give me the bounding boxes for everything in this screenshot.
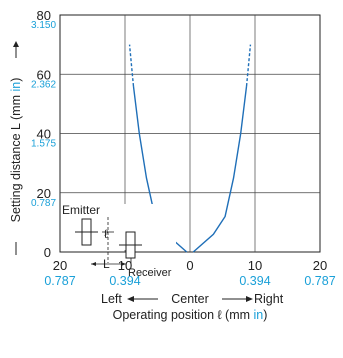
- y-tick-inch-1: 0.787: [31, 198, 56, 209]
- direction-right: Right: [254, 292, 284, 306]
- y-axis-title-arrow: [13, 41, 19, 47]
- y-tick-inch-3: 2.362: [31, 79, 56, 90]
- direction-left: Left: [101, 292, 122, 306]
- inset-L-label: L: [103, 257, 110, 271]
- series-1-solid: [192, 86, 248, 253]
- x-tick-label-1: 10: [118, 258, 132, 273]
- y-axis-title: Setting distance L (mm in): [9, 78, 23, 223]
- y-tick-label-3: 60: [37, 67, 51, 82]
- inset-L-arrow-right: [121, 262, 126, 266]
- x-tick-label-0: 20: [53, 258, 67, 273]
- x-tick-inch-0: 0.787: [44, 274, 75, 288]
- x-tick-label-3: 10: [248, 258, 262, 273]
- y-axis-title-group: Setting distance L (mm in): [9, 41, 23, 255]
- y-tick-label-4: 80: [37, 8, 51, 23]
- direction-center: Center: [171, 292, 209, 306]
- y-tick-label-0: 0: [44, 245, 51, 260]
- x-tick-inch-3: 0.394: [239, 274, 270, 288]
- sensor-inset-diagram: Emitter ℓ L Receiver: [62, 203, 176, 279]
- y-tick-inch-4: 3.150: [31, 20, 56, 31]
- inset-receiver-label: Receiver: [128, 267, 172, 279]
- inset-emitter-label: Emitter: [62, 203, 100, 217]
- y-tick-label-2: 40: [37, 127, 51, 142]
- x-tick-inch-4: 0.787: [304, 274, 335, 288]
- arrow-right-head: [246, 296, 253, 302]
- arrow-left-head: [127, 296, 134, 302]
- inset-L-arrow-left: [91, 262, 96, 266]
- x-tick-inch-1: 0.394: [109, 274, 140, 288]
- x-tick-label-2: 0: [186, 258, 193, 273]
- inset-background: [62, 204, 176, 250]
- x-tick-label-4: 20: [313, 258, 327, 273]
- inset-l-label: ℓ: [104, 227, 108, 241]
- y-tick-label-1: 20: [37, 186, 51, 201]
- y-tick-inch-2: 1.575: [31, 139, 56, 150]
- series-1-dashed: [245, 44, 252, 87]
- series-0-dashed: [128, 44, 135, 87]
- x-axis-title: Operating position ℓ (mm in): [113, 308, 268, 322]
